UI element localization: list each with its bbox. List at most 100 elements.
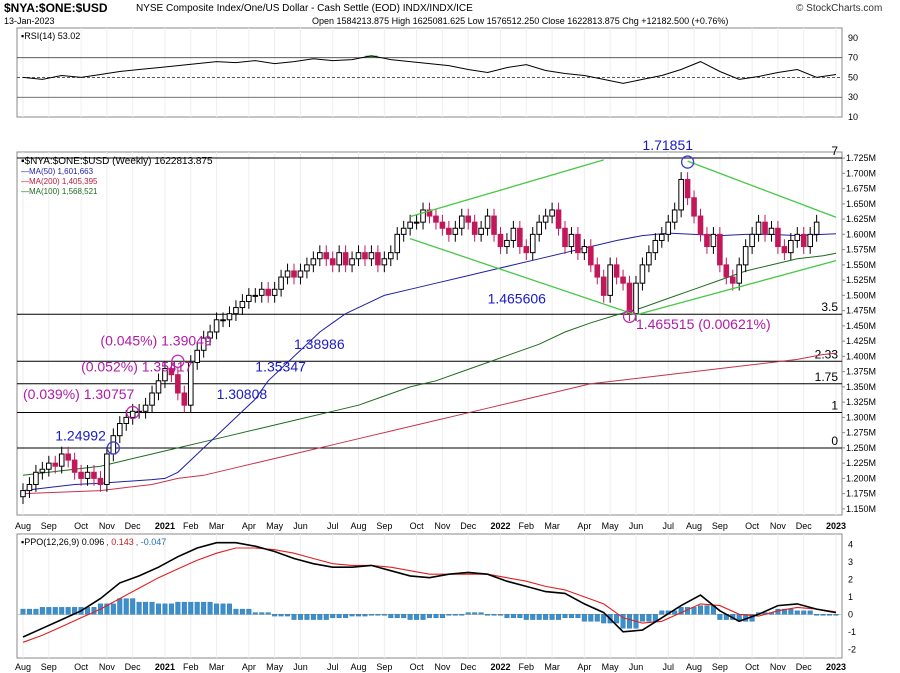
ppo-histogram-bar bbox=[246, 608, 252, 615]
ppo-x-tick-label: Aug bbox=[686, 662, 702, 672]
ppo-histogram-bar bbox=[420, 614, 426, 620]
price-annotation: (0.039%) 1.30757 bbox=[23, 386, 135, 402]
candle-body bbox=[329, 258, 336, 266]
ppo-histogram-bar bbox=[581, 614, 587, 622]
candle-body bbox=[523, 246, 530, 254]
candle-body bbox=[491, 215, 497, 235]
rsi-tick-label: 30 bbox=[848, 92, 858, 102]
candle-body bbox=[723, 264, 730, 278]
price-x-tick-label: Jul bbox=[327, 521, 339, 531]
ppo-histogram-bar bbox=[588, 614, 594, 622]
ppo-histogram-bar bbox=[381, 614, 387, 616]
candle-body bbox=[187, 361, 194, 406]
price-tick-label: 1.700M bbox=[846, 168, 876, 178]
candle-body bbox=[233, 307, 239, 315]
price-legend-item: —MA(50) 1,601,663 bbox=[21, 167, 94, 176]
ppo-histogram-bar bbox=[433, 614, 439, 619]
ppo-histogram-bar bbox=[39, 607, 45, 615]
ppo-x-tick-label: Dec bbox=[460, 662, 477, 672]
rsi-line bbox=[22, 55, 837, 84]
price-tick-label: 1.325M bbox=[846, 397, 876, 407]
ppo-legend-item: ▪PPO(12,26,9) 0.096 bbox=[21, 537, 104, 547]
ppo-histogram-bar bbox=[175, 601, 181, 615]
candle-body bbox=[607, 264, 613, 296]
candle-body bbox=[336, 252, 342, 266]
fib-level-label: 3.5 bbox=[821, 300, 838, 314]
pivot-circle bbox=[622, 309, 637, 324]
ppo-histogram-bar bbox=[678, 607, 684, 615]
ppo-x-tick-label: Mar bbox=[209, 662, 225, 672]
price-tick-label: 1.175M bbox=[846, 489, 876, 499]
ppo-x-tick-label: Jul bbox=[662, 662, 674, 672]
ppo-histogram-bar bbox=[310, 614, 316, 620]
candle-body bbox=[497, 233, 504, 248]
ppo-histogram-bar bbox=[788, 608, 794, 615]
candle-body bbox=[110, 435, 117, 455]
chart-date: 13-Jan-2023 bbox=[4, 16, 55, 26]
ppo-x-tick-label: Dec bbox=[125, 662, 142, 672]
candle-body bbox=[246, 294, 252, 302]
ppo-legend-item: , 0.143 bbox=[106, 537, 134, 547]
trendline bbox=[409, 238, 637, 316]
candle-body bbox=[729, 276, 736, 284]
candle-body bbox=[200, 337, 207, 351]
candle-body bbox=[65, 453, 71, 461]
ppo-histogram-bar bbox=[323, 614, 329, 620]
ppo-histogram-bar bbox=[401, 614, 407, 619]
price-tick-label: 1.600M bbox=[846, 229, 876, 239]
candle-body bbox=[310, 258, 317, 266]
ppo-histogram-bar bbox=[575, 614, 581, 619]
candle-body bbox=[452, 227, 459, 235]
fib-level-label: 7 bbox=[831, 144, 838, 158]
price-x-tick-label: Feb bbox=[183, 521, 199, 531]
ppo-histogram-bar bbox=[220, 603, 226, 615]
ppo-histogram-bar bbox=[155, 603, 161, 615]
candle-body bbox=[697, 215, 704, 235]
candle-body bbox=[426, 209, 433, 217]
ppo-histogram-bar bbox=[794, 610, 800, 615]
candle-body bbox=[800, 233, 807, 248]
trendline bbox=[635, 259, 837, 316]
price-annotation: 1.30808 bbox=[217, 386, 268, 402]
ppo-histogram-bar bbox=[472, 612, 478, 615]
ppo-x-tick-label: Nov bbox=[770, 662, 787, 672]
fib-level-label: 1 bbox=[831, 398, 838, 412]
candle-body bbox=[420, 209, 426, 223]
candle-body bbox=[39, 468, 46, 473]
ppo-histogram-bar bbox=[265, 612, 271, 615]
ppo-x-tick-label: May bbox=[266, 662, 284, 672]
ma100-line bbox=[22, 252, 837, 476]
candle-body bbox=[742, 246, 749, 266]
ppo-tick-label: 2 bbox=[848, 574, 853, 584]
candle-body bbox=[613, 264, 620, 278]
ppo-histogram-bar bbox=[33, 608, 39, 615]
ppo-histogram-bar bbox=[568, 614, 574, 619]
ppo-x-tick-label: Dec bbox=[796, 662, 813, 672]
price-x-tick-label: 2022 bbox=[490, 521, 510, 531]
ppo-histogram-bar bbox=[478, 612, 484, 615]
ppo-histogram-bar bbox=[278, 614, 284, 617]
ppo-histogram-bar bbox=[781, 608, 787, 615]
ppo-histogram-bar bbox=[168, 603, 174, 615]
ppo-histogram-bar bbox=[659, 610, 665, 615]
candle-body bbox=[529, 233, 536, 254]
price-x-tick-label: Sep bbox=[376, 521, 392, 531]
ppo-histogram-bar bbox=[627, 614, 633, 629]
price-x-tick-label: Apr bbox=[577, 521, 591, 531]
price-tick-label: 1.275M bbox=[846, 428, 876, 438]
price-annotation: (0.052%) 1.35417 bbox=[81, 359, 193, 375]
ppo-x-tick-label: Apr bbox=[242, 662, 256, 672]
candle-body bbox=[349, 258, 355, 266]
candle-body bbox=[517, 227, 523, 248]
price-tick-label: 1.150M bbox=[846, 504, 876, 514]
candle-body bbox=[678, 178, 684, 211]
candle-body bbox=[788, 239, 794, 254]
candle-body bbox=[581, 246, 588, 254]
candle-body bbox=[194, 349, 201, 363]
candle-body bbox=[762, 221, 768, 235]
ppo-tick-label: -1 bbox=[848, 627, 856, 637]
candle-body bbox=[239, 300, 246, 309]
ppo-histogram-bar bbox=[26, 608, 32, 615]
price-x-tick-label: Jun bbox=[293, 521, 308, 531]
candle-body bbox=[91, 471, 97, 479]
